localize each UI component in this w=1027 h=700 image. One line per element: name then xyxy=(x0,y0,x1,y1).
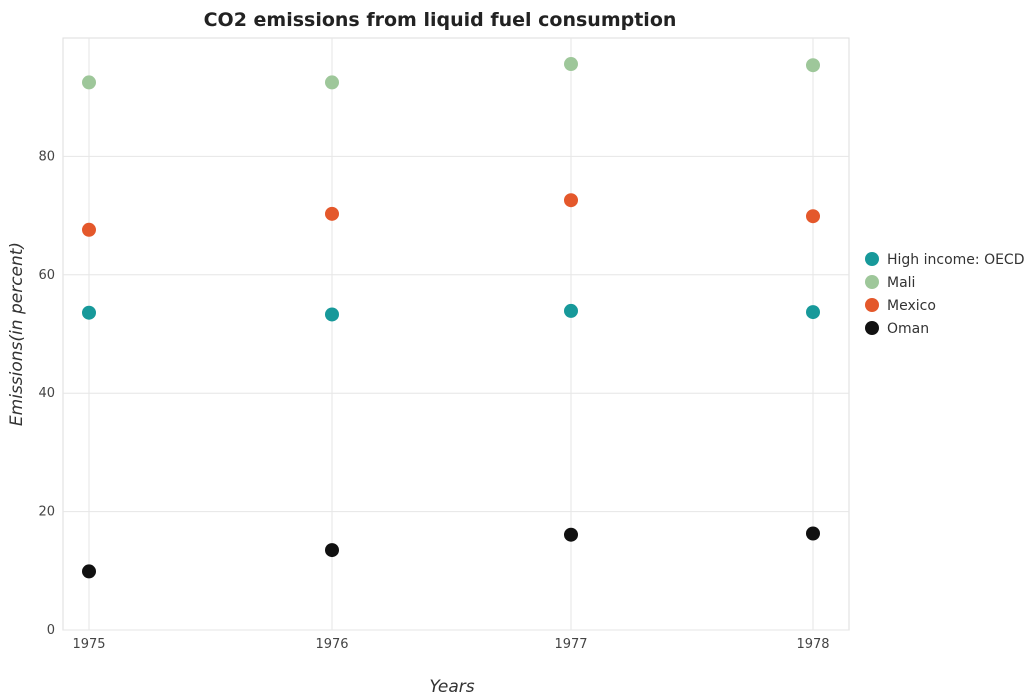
x-tick-label: 1976 xyxy=(315,637,348,652)
y-tick-label: 40 xyxy=(38,386,55,401)
data-point xyxy=(806,305,820,320)
y-tick-label: 80 xyxy=(38,149,55,164)
y-tick-labels: 0 20 40 60 80 xyxy=(38,149,55,638)
data-point xyxy=(325,75,339,90)
x-tick-label: 1975 xyxy=(72,637,105,652)
x-tick-labels: 1975 1976 1977 1978 xyxy=(72,637,829,652)
legend-label: Mexico xyxy=(887,298,936,314)
data-point xyxy=(82,564,96,579)
data-point xyxy=(564,527,578,542)
data-point xyxy=(806,526,820,541)
data-point xyxy=(325,307,339,322)
y-tick-label: 20 xyxy=(38,505,55,520)
data-point xyxy=(806,58,820,73)
data-point xyxy=(564,57,578,72)
legend-marker xyxy=(865,275,879,289)
legend-label: Mali xyxy=(887,275,915,291)
legend-marker xyxy=(865,298,879,312)
y-axis-label: Emissions(in percent) xyxy=(7,242,27,426)
data-point xyxy=(564,303,578,318)
data-point xyxy=(564,193,578,208)
legend-label: Oman xyxy=(887,321,929,337)
plot-area xyxy=(62,37,850,631)
data-point xyxy=(325,543,339,558)
x-axis-label: Years xyxy=(429,677,474,697)
legend-marker xyxy=(865,252,879,266)
chart-title: CO2 emissions from liquid fuel consumpti… xyxy=(204,9,677,31)
data-point xyxy=(82,305,96,320)
x-tick-label: 1978 xyxy=(796,637,829,652)
y-tick-label: 0 xyxy=(47,623,55,638)
data-point xyxy=(82,222,96,237)
x-tick-label: 1977 xyxy=(554,637,587,652)
data-point xyxy=(82,75,96,90)
data-point xyxy=(325,206,339,221)
legend-label: High income: OECD xyxy=(887,252,1025,268)
data-points xyxy=(82,57,820,579)
y-tick-label: 60 xyxy=(38,268,55,283)
legend-marker xyxy=(865,321,879,335)
data-point xyxy=(806,209,820,224)
legend: High income: OECD Mali Mexico Oman xyxy=(865,252,1025,337)
grid xyxy=(63,38,849,631)
